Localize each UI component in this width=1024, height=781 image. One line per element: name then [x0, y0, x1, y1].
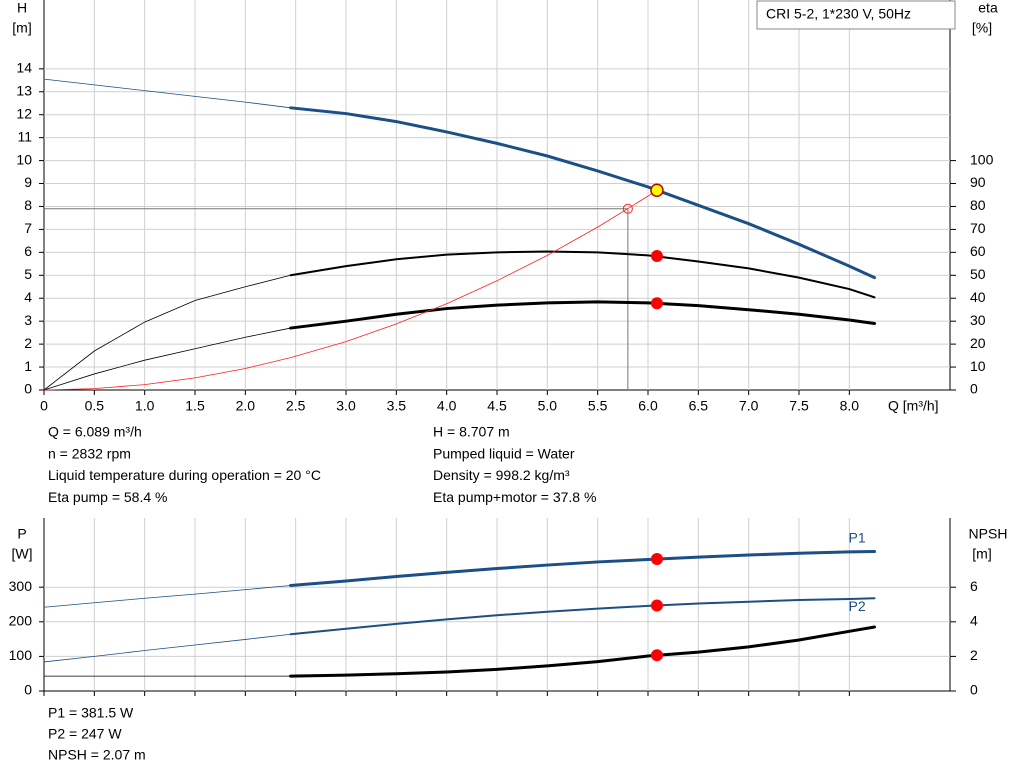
curve — [43, 78, 292, 109]
y-tick-label: 10 — [16, 151, 32, 167]
x-tick-label: 7.5 — [789, 398, 809, 414]
y2-tick-label: 100 — [970, 151, 994, 167]
y-tick-label: 13 — [16, 82, 32, 98]
x-tick-label: 8.0 — [840, 398, 860, 414]
y-axis-label: [W] — [12, 546, 33, 562]
series-label: P2 — [849, 598, 866, 614]
curve — [43, 633, 292, 663]
y-tick-label: 200 — [9, 613, 33, 629]
x-axis-label: Q [m³/h] — [888, 398, 939, 414]
info-text: n = 2832 rpm — [48, 445, 131, 461]
y-axis-label: [m] — [12, 20, 31, 36]
y2-tick-label: 0 — [970, 682, 978, 698]
curve — [43, 585, 292, 608]
info-text: Q = 6.089 m³/h — [48, 424, 142, 440]
y-axis-label: P — [17, 526, 26, 542]
curve — [43, 274, 292, 391]
operating-point — [650, 553, 663, 566]
curve — [289, 625, 876, 678]
operating-point — [650, 649, 663, 662]
y-tick-label: 12 — [16, 105, 32, 121]
y2-axis-label: [m] — [972, 546, 991, 562]
y-tick-label: 14 — [16, 60, 32, 76]
y2-tick-label: 80 — [970, 197, 986, 213]
y-tick-label: 11 — [17, 128, 32, 144]
x-tick-label: 5.5 — [588, 398, 608, 414]
y-tick-label: 2 — [24, 335, 32, 351]
info-text: Eta pump = 58.4 % — [48, 489, 167, 505]
info-text: Eta pump+motor = 37.8 % — [433, 489, 596, 505]
y2-tick-label: 90 — [970, 174, 986, 190]
y2-tick-label: 10 — [970, 358, 986, 374]
curve — [289, 550, 876, 587]
y2-axis-label: eta — [978, 0, 998, 16]
x-tick-label: 0 — [40, 398, 48, 414]
y2-tick-label: 40 — [970, 289, 986, 305]
curve — [43, 189, 658, 391]
y-tick-label: 300 — [9, 578, 33, 594]
x-tick-label: 0.5 — [85, 398, 105, 414]
y-tick-label: 7 — [24, 220, 32, 236]
y-tick-label: 100 — [9, 647, 33, 663]
x-tick-label: 7.0 — [739, 398, 759, 414]
operating-point — [650, 250, 663, 263]
series-label: P1 — [849, 529, 866, 545]
y-tick-label: 3 — [24, 312, 32, 328]
operating-point — [650, 599, 663, 612]
y2-tick-label: 30 — [970, 312, 986, 328]
info-text: H = 8.707 m — [433, 424, 510, 440]
x-tick-label: 2.0 — [236, 398, 256, 414]
curve — [43, 327, 292, 391]
y2-tick-label: 20 — [970, 335, 986, 351]
chart-title: CRI 5-2, 1*230 V, 50Hz — [766, 6, 911, 22]
y-tick-label: 4 — [24, 289, 32, 305]
curve — [289, 250, 876, 299]
x-tick-label: 1.5 — [185, 398, 205, 414]
x-tick-label: 4.0 — [437, 398, 457, 414]
info-text: Liquid temperature during operation = 20… — [48, 467, 321, 483]
curve — [289, 597, 876, 636]
info-text: P2 = 247 W — [48, 726, 122, 742]
operating-point — [650, 297, 663, 310]
operating-point — [650, 183, 664, 198]
reference-marker — [622, 203, 633, 214]
y-axis-label: H — [17, 0, 27, 16]
y2-tick-label: 6 — [970, 578, 978, 594]
x-tick-label: 2.5 — [286, 398, 306, 414]
x-tick-label: 4.5 — [487, 398, 507, 414]
y2-axis-label: [%] — [972, 20, 992, 36]
curve — [289, 300, 876, 330]
x-tick-label: 3.0 — [336, 398, 356, 414]
y-tick-label: 9 — [24, 174, 32, 190]
y-tick-label: 6 — [24, 243, 32, 259]
y2-tick-label: 50 — [970, 266, 986, 282]
y-tick-label: 1 — [24, 358, 32, 374]
curve — [289, 106, 876, 280]
y2-tick-label: 2 — [970, 647, 978, 663]
x-tick-label: 6.5 — [689, 398, 709, 414]
title-box — [756, 0, 956, 30]
y2-tick-label: 60 — [970, 243, 986, 259]
info-text: P1 = 381.5 W — [48, 705, 134, 721]
y-tick-label: 5 — [24, 266, 32, 282]
y2-tick-label: 0 — [970, 381, 978, 397]
y-tick-label: 0 — [24, 381, 32, 397]
x-tick-label: 3.5 — [387, 398, 407, 414]
x-tick-label: 1.0 — [135, 398, 155, 414]
y-tick-label: 8 — [24, 197, 32, 213]
info-text: Density = 998.2 kg/m³ — [433, 467, 570, 483]
y-tick-label: 0 — [24, 682, 32, 698]
x-tick-label: 5.0 — [538, 398, 558, 414]
info-text: NPSH = 2.07 m — [48, 747, 146, 763]
y2-axis-label: NPSH — [969, 526, 1008, 542]
x-tick-label: 6.0 — [638, 398, 658, 414]
y2-tick-label: 4 — [970, 613, 978, 629]
info-text: Pumped liquid = Water — [433, 445, 575, 461]
y2-tick-label: 70 — [970, 220, 986, 236]
